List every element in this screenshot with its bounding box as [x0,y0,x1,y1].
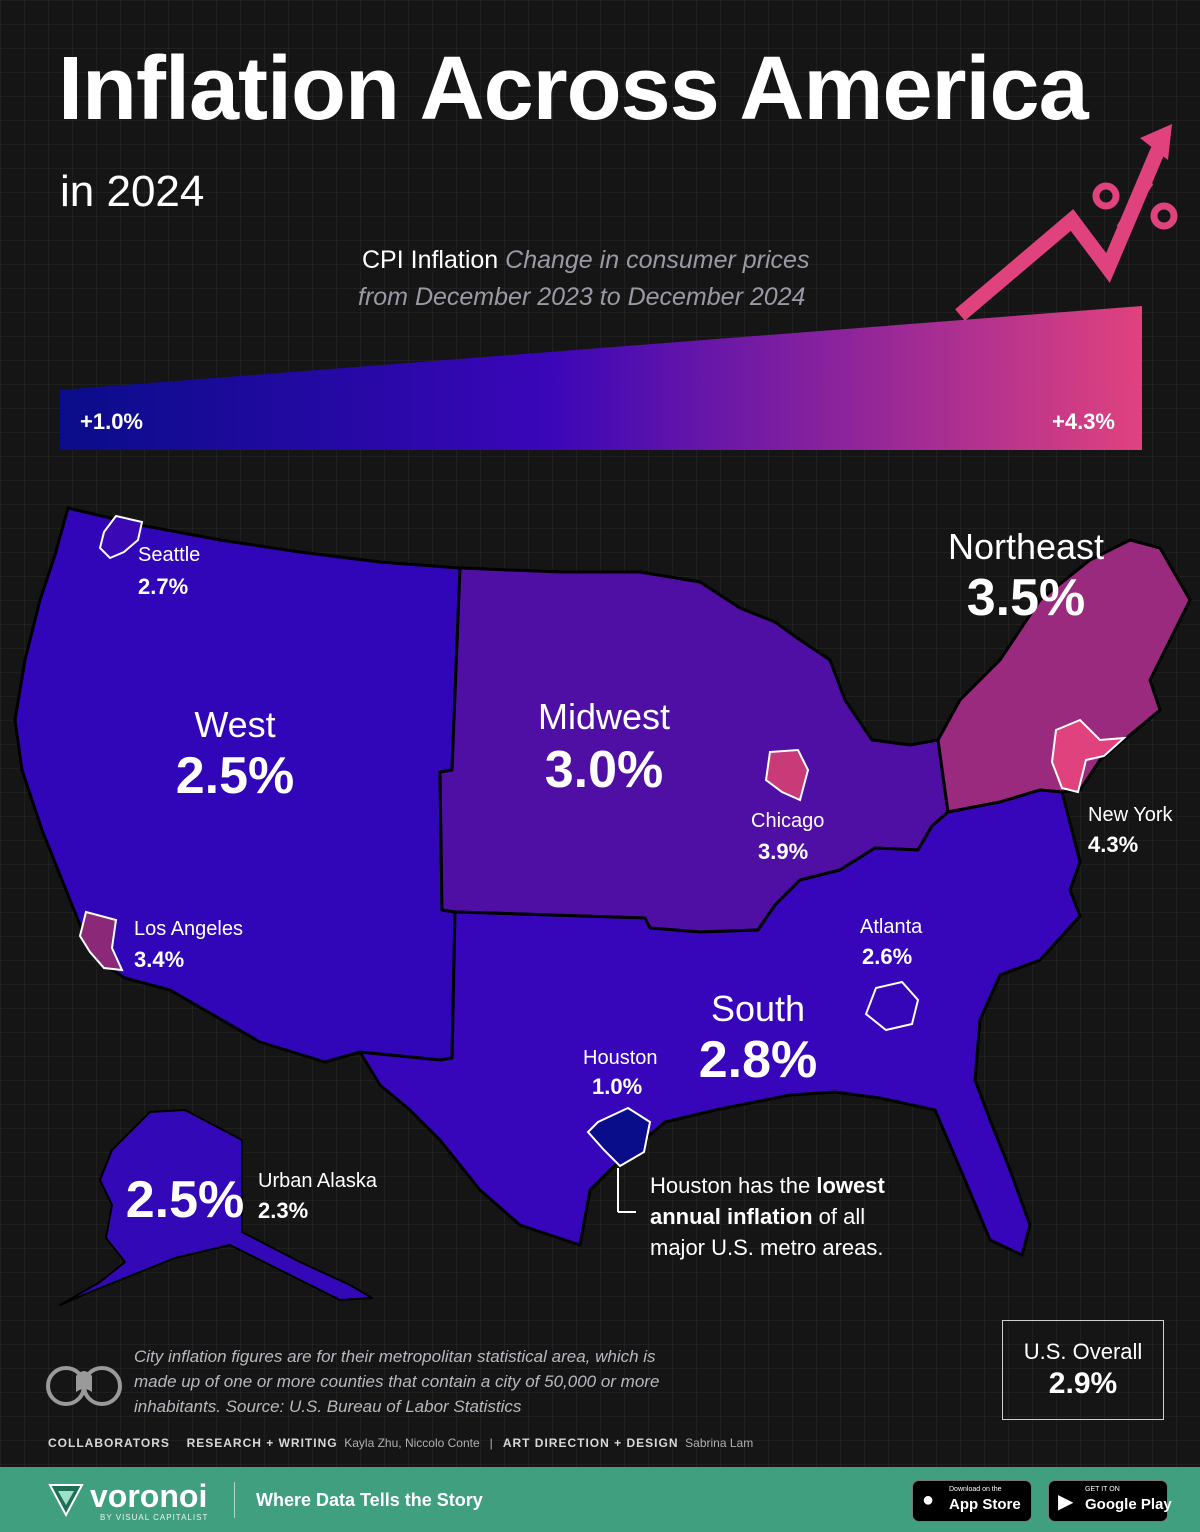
color-scale [60,124,1178,450]
city-shape-seattle [98,514,144,560]
city-value-houston: 1.0% [592,1074,643,1099]
region-label-midwest: Midwest [537,696,671,737]
binoculars-icon [46,1366,122,1406]
page-subtitle: in 2024 [60,167,205,216]
city-shape-chicago [764,748,810,802]
city-label-new-york: New York [1088,804,1173,826]
scale-max-label: +4.3% [1052,409,1115,434]
city-value-seattle: 2.7% [138,574,189,599]
region-label-west: West [194,704,276,745]
city-label-chicago: Chicago [751,810,825,832]
page-title: Inflation Across America [58,39,1089,139]
apple-icon: ● [922,1489,935,1511]
google-play-button[interactable]: ▶ GET IT ON Google Play [1048,1480,1172,1522]
region-value-alaska: 2.5% [125,1171,245,1229]
city-shape-houston [586,1106,652,1168]
city-label-houston: Houston [583,1047,658,1069]
cpi-label: CPI Inflation [362,246,499,274]
us-map [13,506,1192,1306]
region-value-northeast: 3.5% [966,569,1086,627]
brand-name: voronoi [90,1478,208,1514]
cpi-desc-1: Change in consumer prices [505,246,810,274]
percent-icon [1092,182,1120,210]
region-label-northeast: Northeast [947,526,1105,567]
city-shape-atlanta [864,980,920,1032]
region-value-south: 2.8% [698,1031,818,1089]
scale-min-label: +1.0% [80,409,143,434]
us-overall-box: U.S. Overall 2.9% [1002,1320,1164,1420]
region-value-midwest: 3.0% [544,741,664,799]
us-overall-label: U.S. Overall [1023,1339,1143,1364]
city-value-new-york: 4.3% [1088,832,1139,857]
region-label-south: South [710,988,806,1029]
cpi-description: CPI Inflation Change in consumer prices [362,246,809,275]
region-south [358,788,1082,1257]
city-label-atlanta: Atlanta [860,916,923,938]
city-value-atlanta: 2.6% [862,944,913,969]
brand-sub: BY VISUAL CAPITALIST [100,1513,209,1522]
city-shape-los-angeles [78,910,124,972]
scale-wedge [60,306,1142,450]
tagline: Where Data Tells the Story [256,1490,483,1510]
region-alaska [59,1109,373,1306]
city-label-los-angeles: Los Angeles [134,918,243,940]
app-store-button[interactable]: ● Download on the App Store [912,1480,1032,1522]
region-value-west: 2.5% [175,747,295,805]
city-shape-new-york [1050,718,1127,794]
city-value-los-angeles: 3.4% [134,947,185,972]
footnote: City inflation figures are for their met… [134,1347,660,1416]
city-value-chicago: 3.9% [758,839,809,864]
play-icon: ▶ [1058,1491,1074,1513]
trend-arrow-icon [955,124,1178,321]
city-label-urban-alaska: Urban Alaska [258,1170,377,1192]
houston-note: Houston has the lowest annual inflation … [650,1173,885,1260]
credits: COLLABORATORS RESEARCH + WRITING Kayla Z… [48,1436,754,1450]
region-west [13,506,462,1064]
cpi-desc-2: from December 2023 to December 2024 [358,283,806,311]
us-overall-value: 2.9% [1048,1367,1118,1400]
city-value-urban-alaska: 2.3% [258,1198,309,1223]
city-label-seattle: Seattle [138,544,201,566]
voronoi-logo-icon [48,1484,84,1518]
footer-divider [234,1482,235,1518]
